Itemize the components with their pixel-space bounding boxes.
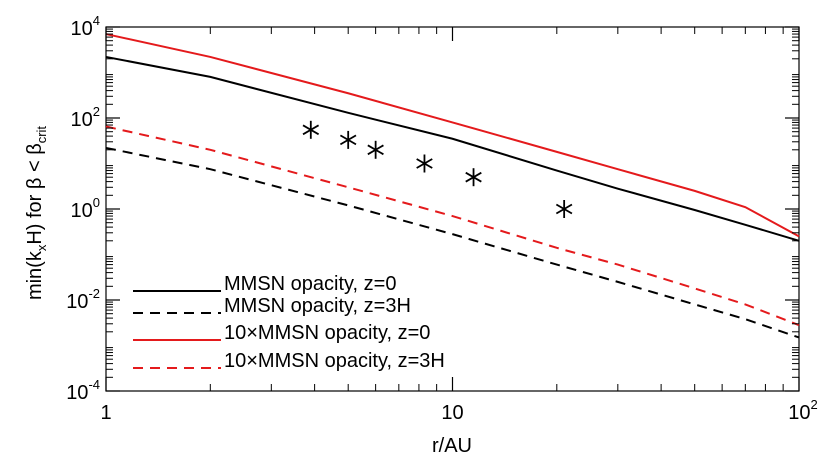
legend-label-1: MMSN opacity, z=0 [224, 273, 396, 295]
y-axis-title-pre: min(k [24, 250, 46, 300]
y-axis-title-sub2: crit [34, 126, 49, 144]
legend-label-2: MMSN opacity, z=3H [224, 295, 411, 317]
y-axis-title-mid: H) for β < β [24, 143, 46, 244]
plot-frame [105, 26, 800, 392]
y-tick-label-4: 102 [71, 104, 100, 131]
y-axis-title: min(kxH) for β < βcrit [24, 126, 49, 300]
data-marker-5 [465, 168, 482, 187]
y-tick-label-5: 104 [71, 13, 100, 40]
data-marker-6 [555, 200, 573, 218]
data-marker-2 [339, 130, 357, 149]
plot-area [105, 26, 800, 392]
y-axis-title-sub1: x [34, 244, 49, 251]
legend-label-4: 10×MMSN opacity, z=3H [224, 350, 445, 372]
x-tick-label-3: 102 [788, 397, 817, 424]
legend-label-3: 10×MMSN opacity, z=0 [224, 322, 430, 344]
y-tick-label-1: 10-4 [66, 377, 100, 404]
axes-layer: 1 10 102 10-4 10-2 100 102 104 [66, 13, 818, 424]
data-marker-4 [416, 154, 433, 173]
data-marker-1 [302, 120, 320, 139]
series-line-4 [105, 125, 800, 327]
series-layer [105, 33, 800, 339]
y-tick-label-3: 100 [71, 195, 100, 222]
series-line-2 [105, 146, 800, 339]
marker-layer [302, 120, 573, 218]
x-tick-label-1: 1 [100, 402, 111, 424]
series-line-1 [105, 55, 800, 242]
series-line-3 [105, 33, 800, 238]
data-marker-3 [367, 140, 384, 159]
x-tick-label-2: 10 [441, 402, 463, 424]
y-tick-label-2: 10-2 [66, 286, 100, 313]
x-axis-title: r/AU [432, 435, 472, 457]
